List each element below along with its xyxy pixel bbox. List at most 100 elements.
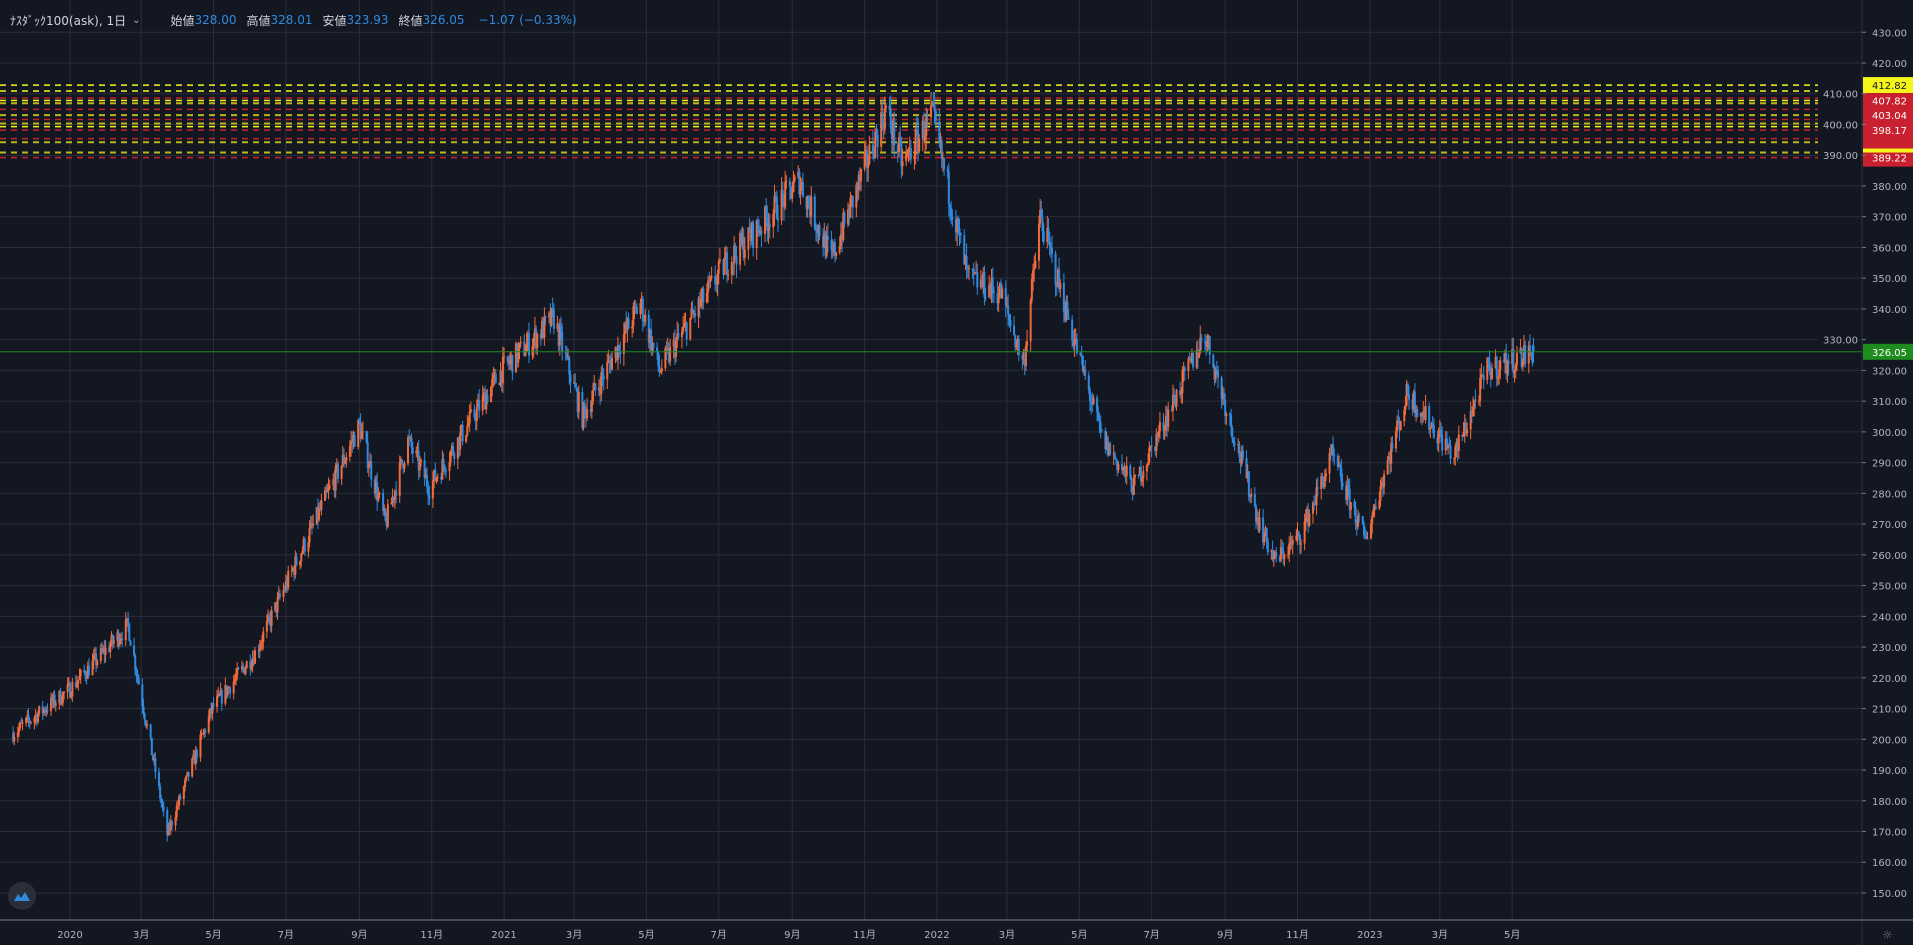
price-tick-label: 250.00	[1872, 582, 1907, 593]
candle-down	[179, 795, 182, 800]
candle-up	[536, 333, 539, 349]
candle-up	[1138, 467, 1141, 476]
candle-down	[484, 392, 487, 410]
candle-down	[1222, 393, 1225, 400]
price-tick-label-bg	[1818, 332, 1860, 347]
candle-down	[1115, 458, 1118, 461]
candle-up	[29, 722, 32, 724]
candle-down	[1257, 517, 1260, 531]
candle-up	[60, 702, 63, 704]
candle-down	[1051, 247, 1054, 254]
candle-up	[573, 382, 576, 384]
candle-down	[667, 348, 670, 362]
candle-up	[1195, 349, 1198, 368]
candle-down	[726, 252, 729, 275]
candle-up	[369, 461, 372, 467]
candle-up	[659, 371, 662, 373]
candle-down	[1137, 475, 1140, 477]
price-tick-label: 240.00	[1872, 612, 1907, 623]
candle-up	[727, 274, 730, 276]
candle-up	[485, 394, 488, 410]
candle-down	[575, 387, 578, 391]
price-tick-label: 220.00	[1872, 674, 1907, 685]
candle-down	[843, 212, 846, 225]
candles	[12, 91, 1535, 842]
candle-up	[1486, 357, 1489, 380]
candle-up	[1122, 468, 1125, 471]
candle-up	[1291, 539, 1294, 545]
candle-down	[984, 297, 987, 299]
price-axis[interactable]: 430.00 420.00 410.00 400.00 390.00 380.00 370.…	[1818, 28, 1907, 900]
candle-up	[1370, 523, 1373, 539]
candle-down	[408, 437, 411, 439]
candle-down	[833, 242, 836, 256]
candle-up	[699, 299, 702, 307]
candle-up	[320, 500, 323, 510]
candle-down	[768, 223, 771, 228]
candle-up	[403, 463, 406, 469]
candle-up	[710, 275, 713, 278]
tradingview-logo-icon[interactable]	[8, 882, 36, 910]
candle-up	[1134, 475, 1137, 478]
candle-down	[95, 653, 98, 666]
candle-up	[1092, 397, 1095, 405]
candle-up	[1473, 399, 1476, 407]
settings-gear-icon[interactable]: ☼	[1882, 928, 1893, 942]
candle-up	[482, 392, 485, 396]
candle-up	[416, 450, 419, 452]
candle-down	[1355, 523, 1358, 527]
chevron-down-icon[interactable]: ⌄	[132, 14, 141, 26]
candle-up	[383, 508, 386, 511]
candle-up	[475, 407, 478, 422]
candle-up	[723, 259, 726, 275]
candle-down	[560, 326, 563, 332]
candle-up	[741, 236, 744, 245]
symbol-interval[interactable]: ﾅｽﾀﾞｯｸ100(ask), 1日	[10, 13, 127, 28]
time-axis[interactable]: 2020 3月 5月 7月 9月 11月 2021 3月 5月 7月 9月 11月 2022 3月 5月 7月…	[57, 929, 1520, 941]
candle-down	[875, 131, 878, 135]
candle-down	[212, 703, 215, 707]
candle-down	[325, 489, 328, 493]
candle-up	[593, 383, 596, 391]
candle-up	[1437, 434, 1440, 444]
candle-down	[826, 236, 829, 240]
candle-up	[590, 401, 593, 412]
candle-up	[1030, 279, 1033, 301]
candle-down	[758, 229, 761, 234]
candle-down	[1192, 353, 1195, 368]
candle-down	[1097, 411, 1100, 421]
candle-down	[963, 235, 966, 265]
candle-up	[1264, 527, 1267, 536]
candle-up	[407, 437, 410, 464]
candle-up	[1289, 541, 1292, 544]
candle-down	[1290, 541, 1293, 545]
candle-up	[1491, 368, 1494, 380]
candle-up	[259, 643, 262, 648]
candle-up	[251, 658, 254, 667]
candle-down	[1064, 312, 1067, 321]
horizontal-level-lines[interactable]	[0, 84, 1818, 159]
candle-down	[392, 496, 395, 501]
candle-up	[468, 411, 471, 424]
candle-up	[1225, 413, 1228, 417]
candle-up	[855, 184, 858, 208]
candle-down	[1406, 384, 1409, 395]
candle-up	[763, 206, 766, 234]
candle-down	[1341, 482, 1344, 487]
candle-down	[650, 329, 653, 351]
candle-down	[565, 353, 568, 358]
candle-up	[194, 750, 197, 765]
candle-up	[390, 502, 393, 505]
candle-up	[1390, 443, 1393, 464]
price-tick-label: 410.00	[1823, 90, 1858, 101]
candle-down	[1204, 341, 1207, 344]
level-price-label: 403.04	[1872, 111, 1907, 122]
candle-down	[523, 341, 526, 356]
candle-up	[1117, 464, 1120, 470]
candle-down	[108, 647, 111, 652]
candle-up	[898, 137, 901, 153]
candle-up	[1187, 358, 1190, 371]
candle-up	[110, 635, 113, 645]
candle-down	[278, 593, 281, 598]
